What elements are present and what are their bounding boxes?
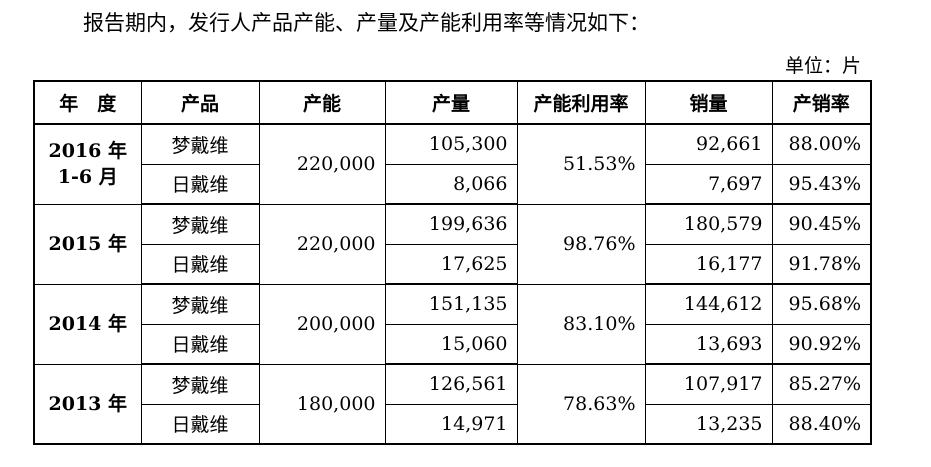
output-cell: 105,300 [384,123,518,165]
unit-label: 单位：片 [784,55,861,77]
product-cell: 日戴维 [140,163,260,205]
sales-cell: 13,693 [644,323,773,365]
capacity-table: 年 度 产品 产能 产量 产能利用率 销量 产销率 2016 年 1-6 月 梦… [33,80,872,445]
intro-paragraph: 报告期内，发行人产品产能、产量及产能利用率等情况如下： [83,11,650,35]
utilization-cell: 78.63% [516,363,646,445]
product-cell: 梦戴维 [140,283,260,325]
output-cell: 151,135 [384,283,518,325]
table-row: 2015 年 梦戴维 220,000 199,636 98.76% 180,57… [33,203,872,285]
product-cell: 日戴维 [140,323,260,365]
sales-cell: 144,612 [644,283,773,325]
sales-rate-cell: 95.68% [771,283,872,325]
utilization-cell: 98.76% [516,203,646,285]
year-line: 2014 年 [48,313,128,335]
year-cell: 2014 年 [33,283,142,365]
year-line: 2016 年 [48,140,128,163]
table-row: 日戴维 17,625 16,177 91.78% [34,243,872,285]
header-utilization: 产能利用率 [516,80,646,125]
sales-rate-cell: 90.92% [771,323,872,365]
table-row: 日戴维 15,060 13,693 90.92% [34,323,872,365]
output-cell: 14,971 [384,403,518,445]
capacity-cell: 180,000 [258,363,386,445]
product-cell: 日戴维 [140,403,260,445]
sales-rate-cell: 88.40% [771,403,872,445]
utilization-cell: 83.10% [516,283,646,365]
table-row: 2013 年 梦戴维 180,000 126,561 78.63% 107,91… [33,363,872,445]
product-cell: 梦戴维 [140,203,260,245]
output-cell: 199,636 [384,203,518,245]
sales-cell: 107,917 [644,363,773,405]
table-row: 2016 年 1-6 月 梦戴维 220,000 105,300 51.53% … [33,123,872,205]
header-capacity: 产能 [258,80,386,125]
output-cell: 8,066 [384,163,518,205]
product-cell: 日戴维 [140,243,260,285]
sales-cell: 13,235 [644,403,773,445]
sales-rate-cell: 85.27% [771,363,872,405]
year-line: 1-6 月 [57,166,118,189]
table-header-row: 年 度 产品 产能 产量 产能利用率 销量 产销率 [33,80,872,125]
year-cell: 2015 年 [33,203,142,285]
sales-cell: 7,697 [644,163,773,205]
output-cell: 15,060 [384,323,518,365]
table-row: 日戴维 14,971 13,235 88.40% [34,403,872,445]
year-cell: 2016 年 1-6 月 [33,123,142,205]
table-row: 日戴维 8,066 7,697 95.43% [34,163,872,205]
output-cell: 17,625 [384,243,518,285]
capacity-cell: 220,000 [258,123,386,205]
header-output: 产量 [384,80,518,125]
sales-rate-cell: 91.78% [771,243,872,285]
header-sales: 销量 [644,80,773,125]
year-line: 2013 年 [48,392,128,415]
header-year: 年 度 [33,80,142,125]
output-cell: 126,561 [384,363,518,405]
sales-cell: 16,177 [644,243,773,285]
year-cell: 2013 年 [33,363,142,445]
sales-rate-cell: 90.45% [771,203,872,245]
sales-rate-cell: 95.43% [771,163,872,205]
sales-rate-cell: 88.00% [771,123,872,165]
utilization-cell: 51.53% [516,123,646,205]
sales-cell: 92,661 [644,123,773,165]
product-cell: 梦戴维 [140,123,260,165]
product-cell: 梦戴维 [140,363,260,405]
header-sales-rate: 产销率 [771,80,872,125]
header-product: 产品 [140,80,260,125]
table-row: 2014 年 梦戴维 200,000 151,135 83.10% 144,61… [33,283,872,365]
capacity-cell: 200,000 [258,283,386,365]
sales-cell: 180,579 [644,203,773,245]
capacity-cell: 220,000 [258,203,386,285]
year-line: 2015 年 [48,233,128,255]
